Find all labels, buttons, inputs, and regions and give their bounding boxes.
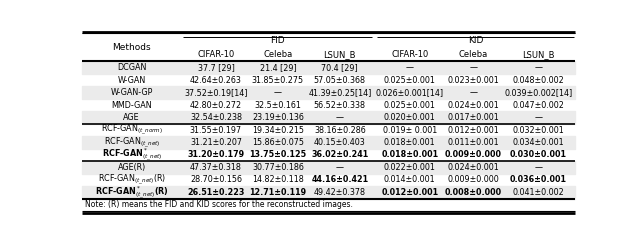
Text: 30.77±0.186: 30.77±0.186 (252, 163, 304, 172)
Bar (83, 186, 575, 199)
Text: 23.19±0.136: 23.19±0.136 (252, 113, 304, 122)
Text: 37.7 [29]: 37.7 [29] (198, 63, 234, 72)
Bar (83, 161, 575, 174)
Text: —: — (274, 88, 282, 97)
Text: 31.21±0.207: 31.21±0.207 (190, 138, 242, 147)
Text: 31.20±0.179: 31.20±0.179 (188, 151, 244, 159)
Text: 0.024±0.001: 0.024±0.001 (447, 101, 499, 110)
Text: 0.008±0.000: 0.008±0.000 (445, 188, 502, 197)
Text: 0.018±0.001: 0.018±0.001 (384, 138, 436, 147)
Text: 0.009±0.000: 0.009±0.000 (447, 175, 499, 184)
Text: Note: (R) means the FID and KID scores for the reconstructed images.: Note: (R) means the FID and KID scores f… (85, 200, 353, 210)
Text: CIFAR-10: CIFAR-10 (391, 50, 428, 59)
Text: 0.014±0.001: 0.014±0.001 (384, 175, 436, 184)
Text: 47.37±0.318: 47.37±0.318 (190, 163, 242, 172)
Text: AGE(R): AGE(R) (118, 163, 146, 172)
Text: RCF-GAN$^*_{(t\_net)}$(R): RCF-GAN$^*_{(t\_net)}$(R) (95, 184, 169, 201)
Text: 0.047±0.002: 0.047±0.002 (513, 101, 564, 110)
Text: 14.82±0.118: 14.82±0.118 (252, 175, 304, 184)
Text: 0.009±0.000: 0.009±0.000 (445, 151, 502, 159)
Text: 70.4 [29]: 70.4 [29] (321, 63, 358, 72)
Text: 0.022±0.001: 0.022±0.001 (384, 163, 436, 172)
Text: —: — (336, 163, 344, 172)
Text: 0.012±0.001: 0.012±0.001 (447, 126, 499, 135)
Text: 0.018±0.001: 0.018±0.001 (381, 151, 438, 159)
Text: 0.012±0.001: 0.012±0.001 (381, 188, 438, 197)
Text: —: — (469, 88, 477, 97)
Text: 0.011±0.001: 0.011±0.001 (447, 138, 499, 147)
Text: W-GAN-GP: W-GAN-GP (111, 88, 153, 97)
Bar (83, 61, 575, 74)
Text: 0.025±0.001: 0.025±0.001 (384, 76, 436, 85)
Text: —: — (406, 63, 414, 72)
Text: —: — (534, 63, 543, 72)
Text: 0.020±0.001: 0.020±0.001 (384, 113, 436, 122)
Text: 19.34±0.215: 19.34±0.215 (252, 126, 304, 135)
Text: 0.019± 0.001: 0.019± 0.001 (383, 126, 437, 135)
Text: 49.42±0.378: 49.42±0.378 (314, 188, 366, 197)
Text: FID: FID (271, 36, 285, 45)
Text: W-GAN: W-GAN (118, 76, 146, 85)
Text: LSUN_B: LSUN_B (324, 50, 356, 59)
Text: 0.025±0.001: 0.025±0.001 (384, 101, 436, 110)
Text: 0.039±0.002[14]: 0.039±0.002[14] (504, 88, 573, 97)
Text: 32.54±0.238: 32.54±0.238 (190, 113, 242, 122)
Text: —: — (534, 113, 543, 122)
Text: 0.041±0.002: 0.041±0.002 (513, 188, 564, 197)
Text: 0.030±0.001: 0.030±0.001 (510, 151, 567, 159)
Text: RCF-GAN$_{(t\_net)}$: RCF-GAN$_{(t\_net)}$ (104, 135, 160, 150)
Text: 0.048±0.002: 0.048±0.002 (513, 76, 564, 85)
Text: 57.05±0.368: 57.05±0.368 (314, 76, 366, 85)
Text: 36.02±0.241: 36.02±0.241 (311, 151, 369, 159)
Text: 0.023±0.001: 0.023±0.001 (447, 76, 499, 85)
Text: 31.55±0.197: 31.55±0.197 (190, 126, 242, 135)
Text: —: — (336, 113, 344, 122)
Text: KID: KID (468, 36, 483, 45)
Text: 40.15±0.403: 40.15±0.403 (314, 138, 365, 147)
Text: 15.86±0.075: 15.86±0.075 (252, 138, 304, 147)
Text: 31.85±0.275: 31.85±0.275 (252, 76, 304, 85)
Text: 37.52±0.19[14]: 37.52±0.19[14] (184, 88, 248, 97)
Text: 32.5±0.161: 32.5±0.161 (255, 101, 301, 110)
Text: AGE: AGE (124, 113, 140, 122)
Bar (83, 111, 575, 124)
Text: 42.80±0.272: 42.80±0.272 (190, 101, 242, 110)
Bar (83, 86, 575, 99)
Text: Celeba: Celeba (459, 50, 488, 59)
Text: 13.75±0.125: 13.75±0.125 (250, 151, 307, 159)
Text: 44.16±0.421: 44.16±0.421 (311, 175, 369, 184)
Bar (83, 136, 575, 149)
Text: 26.51±0.223: 26.51±0.223 (188, 188, 244, 197)
Text: 0.017±0.001: 0.017±0.001 (447, 113, 499, 122)
Text: 41.39±0.25[14]: 41.39±0.25[14] (308, 88, 372, 97)
Text: RCF-GAN$_{(t\_net)}$(R): RCF-GAN$_{(t\_net)}$(R) (98, 173, 166, 187)
Text: CIFAR-10: CIFAR-10 (197, 50, 235, 59)
Text: 0.034±0.001: 0.034±0.001 (513, 138, 564, 147)
Text: LSUN_B: LSUN_B (522, 50, 555, 59)
Text: DCGAN: DCGAN (117, 63, 147, 72)
Text: RCF-GAN$_{(t\_norm)}$: RCF-GAN$_{(t\_norm)}$ (100, 123, 163, 137)
Text: 28.70±0.156: 28.70±0.156 (190, 175, 242, 184)
Text: 42.64±0.263: 42.64±0.263 (190, 76, 242, 85)
Text: RCF-GAN$^*_{(t\_net)}$: RCF-GAN$^*_{(t\_net)}$ (102, 147, 162, 163)
Text: 12.71±0.119: 12.71±0.119 (250, 188, 307, 197)
Text: 21.4 [29]: 21.4 [29] (260, 63, 296, 72)
Text: —: — (469, 63, 477, 72)
Text: 0.024±0.001: 0.024±0.001 (447, 163, 499, 172)
Text: 0.032±0.001: 0.032±0.001 (513, 126, 564, 135)
Text: 0.036±0.001: 0.036±0.001 (510, 175, 567, 184)
Text: MMD-GAN: MMD-GAN (111, 101, 152, 110)
Text: 56.52±0.338: 56.52±0.338 (314, 101, 366, 110)
Text: Methods: Methods (113, 43, 151, 52)
Text: 0.026±0.001[14]: 0.026±0.001[14] (376, 88, 444, 97)
Text: Celeba: Celeba (263, 50, 292, 59)
Text: 38.16±0.286: 38.16±0.286 (314, 126, 365, 135)
Text: —: — (534, 163, 543, 172)
